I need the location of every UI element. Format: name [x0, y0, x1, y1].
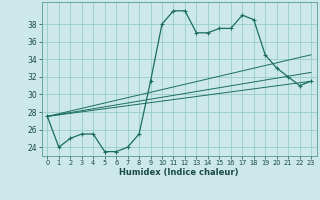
- X-axis label: Humidex (Indice chaleur): Humidex (Indice chaleur): [119, 168, 239, 177]
